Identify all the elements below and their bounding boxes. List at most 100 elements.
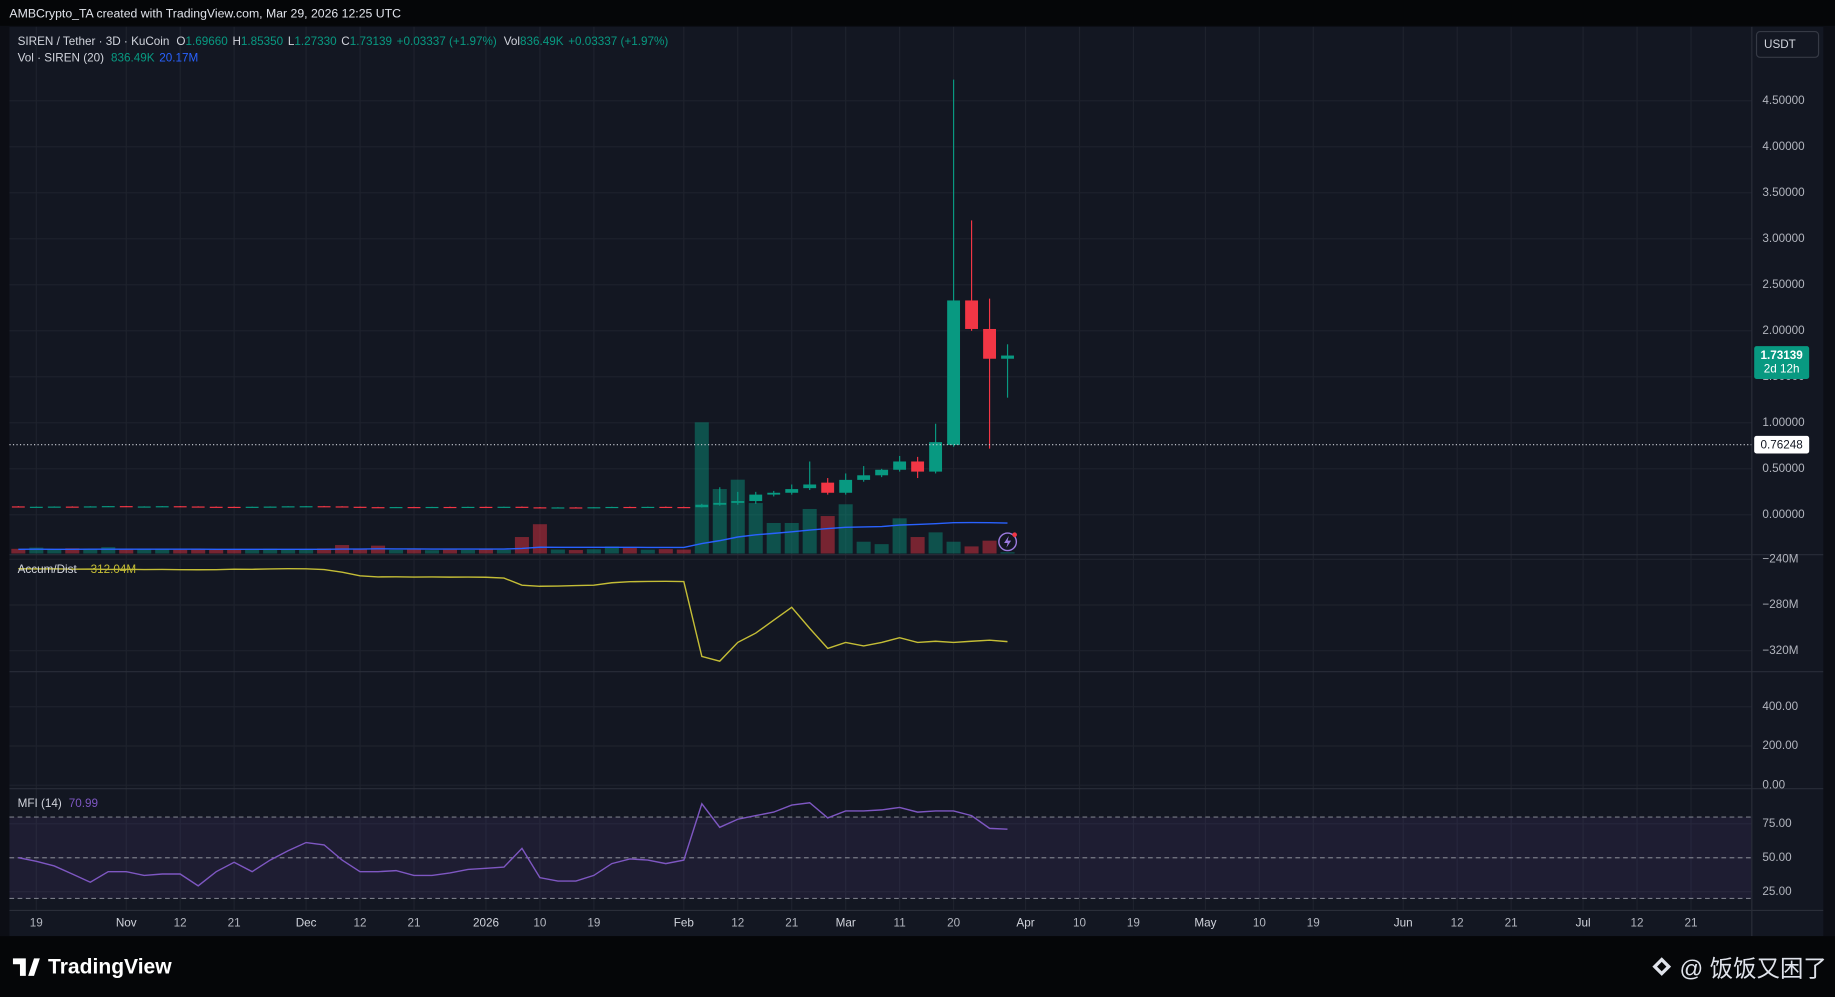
ohlc-key: L bbox=[288, 35, 295, 48]
volume-bar bbox=[11, 548, 26, 554]
ohlc-value: 1.69660 bbox=[186, 35, 229, 48]
alert-icon[interactable] bbox=[998, 532, 1018, 552]
candle-body bbox=[641, 506, 655, 509]
volume-bar bbox=[209, 549, 224, 554]
x-tick-label: 21 bbox=[1505, 916, 1518, 929]
volume-bar bbox=[658, 549, 673, 554]
x-tick-label: 21 bbox=[408, 916, 421, 929]
x-tick-label: 19 bbox=[1307, 916, 1320, 929]
ohlc-key: O bbox=[176, 35, 185, 48]
volume-bar bbox=[65, 548, 80, 554]
candle-body bbox=[353, 506, 367, 508]
candle-body bbox=[587, 507, 601, 509]
candle-body bbox=[857, 475, 871, 480]
series-name: Accum/Dist bbox=[18, 563, 78, 576]
x-tick-label: 10 bbox=[533, 916, 547, 929]
candle-body bbox=[551, 507, 565, 509]
volume-bar bbox=[101, 547, 116, 554]
x-tick-label: 12 bbox=[354, 916, 367, 929]
candle-body bbox=[155, 506, 169, 508]
volume-bar bbox=[910, 537, 925, 554]
currency-button[interactable] bbox=[1755, 31, 1820, 58]
candle-body bbox=[497, 506, 511, 508]
candle-body bbox=[65, 506, 79, 508]
price-line-box bbox=[1754, 435, 1810, 454]
volume-bar bbox=[29, 547, 44, 554]
x-tick-label: 11 bbox=[894, 916, 906, 929]
ohlc-value: 1.73139 bbox=[350, 35, 392, 48]
volume-bar bbox=[964, 546, 979, 554]
candle-body bbox=[281, 506, 295, 508]
watermark-icon bbox=[1652, 957, 1672, 976]
y-tick-label: 4.00000 bbox=[1762, 140, 1805, 153]
volume-change: +0.03337 (+1.97%) bbox=[568, 35, 668, 48]
x-tick-label: 12 bbox=[1631, 916, 1644, 929]
volume-bar bbox=[514, 537, 529, 554]
candle-body bbox=[443, 506, 457, 509]
y-tick-label: 25.00 bbox=[1762, 885, 1792, 898]
x-tick-label: 2026 bbox=[473, 916, 499, 929]
brand-logo bbox=[12, 958, 40, 976]
candle-body bbox=[11, 506, 25, 508]
volume-bar bbox=[550, 549, 565, 554]
credit: AMBCrypto_TA created with TradingView.co… bbox=[9, 6, 401, 20]
axes: 19 Nov 12 21 Dec 12 21 2026 10 19 Feb 12 21 Mar 11 20 Ap… bbox=[30, 94, 1810, 929]
candle-body bbox=[929, 442, 943, 472]
volume-bar bbox=[802, 508, 817, 554]
volume-bar bbox=[83, 548, 98, 554]
series-name: MFI (14) bbox=[18, 797, 62, 810]
volume-bar bbox=[766, 523, 781, 554]
x-tick-label: Jun bbox=[1394, 916, 1413, 929]
volume-bar bbox=[353, 548, 368, 554]
x-tick-label: 12 bbox=[731, 916, 744, 929]
x-tick-label: Mar bbox=[836, 916, 856, 929]
candle-body bbox=[533, 507, 547, 509]
candle-body bbox=[515, 506, 529, 508]
x-tick-label: 12 bbox=[174, 916, 187, 929]
plot bbox=[9, 79, 1752, 900]
volume-bar bbox=[784, 523, 799, 554]
candle-body bbox=[119, 506, 133, 508]
volume-bar bbox=[838, 504, 853, 554]
x-tick-label: May bbox=[1194, 916, 1216, 929]
volume-bar bbox=[712, 489, 727, 554]
x-tick-label: 21 bbox=[1684, 916, 1697, 929]
y-tick-label: −240M bbox=[1762, 552, 1798, 565]
pane-legend: MFI (14) 70.99 bbox=[18, 797, 98, 810]
volume-bar bbox=[460, 550, 475, 554]
volume-bar bbox=[496, 549, 511, 554]
volume-bar bbox=[173, 549, 188, 554]
candle-body bbox=[569, 507, 583, 509]
volume-legend: Vol · SIREN (20) 836.49K 20.17M bbox=[18, 52, 199, 65]
candle-body bbox=[137, 506, 151, 508]
volume-bar bbox=[874, 544, 889, 554]
volume-bar bbox=[604, 546, 619, 554]
candle-body bbox=[389, 507, 403, 509]
x-tick-label: 12 bbox=[1451, 916, 1464, 929]
series-line bbox=[18, 568, 1008, 662]
volume-bar bbox=[892, 518, 907, 554]
x-tick-label: 10 bbox=[1253, 916, 1267, 929]
y-tick-label: 75.00 bbox=[1762, 817, 1792, 830]
ohlc-value: 1.85350 bbox=[241, 35, 284, 48]
y-tick-label: 4.50000 bbox=[1762, 94, 1805, 107]
countdown: 2d 12h bbox=[1764, 363, 1800, 376]
volume-bar bbox=[389, 549, 404, 554]
series-last: 70.99 bbox=[69, 797, 98, 810]
volume-bar bbox=[191, 549, 206, 554]
series-line bbox=[18, 802, 1008, 887]
volume-bar bbox=[730, 479, 745, 554]
candle-body bbox=[731, 501, 745, 503]
candle-body bbox=[623, 506, 637, 509]
y-tick-label: 2.50000 bbox=[1762, 278, 1805, 291]
ohlc-key: H bbox=[232, 35, 240, 48]
y-tick-label: 3.00000 bbox=[1762, 232, 1805, 245]
volume-bar bbox=[155, 549, 170, 554]
currency-label[interactable]: USDT bbox=[1764, 38, 1796, 51]
x-tick-label: 19 bbox=[30, 916, 43, 929]
x-tick-label: Apr bbox=[1016, 916, 1034, 929]
last-price-label: 1.73139 bbox=[1761, 349, 1804, 362]
volume-bar bbox=[820, 516, 835, 554]
volume-bar bbox=[640, 549, 655, 554]
